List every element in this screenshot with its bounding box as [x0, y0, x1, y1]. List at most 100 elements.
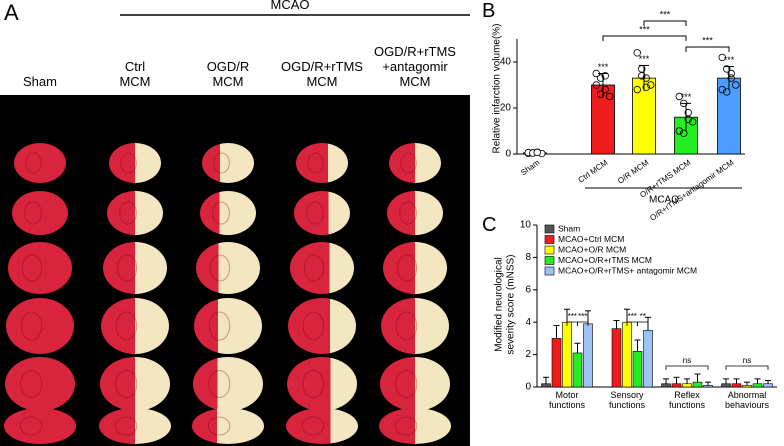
brain-slice: [101, 298, 169, 354]
column-label: OGD/R+rTMS +antagomir MCM: [374, 44, 456, 90]
brain-slice: [103, 242, 167, 294]
annotation: ***: [578, 312, 587, 321]
x-tick-label: Sham: [519, 158, 542, 178]
panel-label: C: [482, 214, 497, 236]
slice-texture: [20, 311, 43, 341]
legend-label: Sham: [558, 223, 580, 233]
slice-texture: [394, 416, 418, 436]
slice-texture: [395, 370, 418, 398]
data-point: [718, 53, 726, 62]
legend-swatch: [544, 224, 555, 234]
bar: [583, 323, 593, 388]
y-tick-label: 0: [505, 149, 511, 160]
annotation: ns: [743, 356, 751, 365]
brain-slice: [100, 357, 170, 411]
brain-slice: [383, 242, 447, 294]
brain-slice: [379, 408, 451, 444]
y-tick-label: 20: [500, 103, 512, 114]
bar: [632, 351, 643, 388]
significance-label: ***: [681, 92, 692, 102]
data-point: [642, 74, 650, 82]
data-point: [680, 129, 688, 137]
bar: [703, 385, 713, 388]
legend-swatch: [544, 256, 555, 265]
data-point: [689, 118, 697, 126]
brain-slice: [109, 143, 161, 183]
brain-slice: [202, 143, 254, 183]
brain-slice: [4, 408, 76, 444]
data-point: [638, 72, 646, 80]
slice-texture: [115, 370, 138, 398]
bar: [643, 329, 653, 388]
slice-texture: [20, 370, 43, 398]
y-tick-label: 40: [500, 57, 512, 68]
y-tick-label: 2: [525, 349, 531, 360]
brain-slice: [107, 191, 163, 235]
data-point: [727, 74, 735, 82]
bracket: [637, 321, 649, 326]
significance-label: ***: [639, 54, 650, 64]
slice-texture: [302, 311, 325, 341]
slice-texture: [301, 416, 325, 436]
group-label: MCAO: [649, 195, 679, 206]
legend-label: MCAO+Ctrl MCM: [558, 234, 624, 244]
slice-texture: [307, 152, 324, 174]
data-point: [601, 85, 609, 94]
slice-texture: [208, 311, 231, 341]
slice-texture: [119, 201, 137, 225]
slice-texture: [303, 254, 325, 282]
brain-slice: [200, 191, 256, 235]
slice-texture: [212, 201, 230, 225]
bracket: [725, 365, 769, 370]
bracket: [665, 365, 709, 370]
brain-slice: [196, 242, 260, 294]
bar: [541, 383, 551, 388]
data-point: [732, 81, 740, 89]
annotation: ***: [702, 35, 713, 45]
brain-slice: [6, 298, 74, 354]
data-point: [680, 99, 688, 108]
bar: [611, 328, 622, 388]
slice-texture: [302, 370, 325, 398]
legend-swatch: [544, 245, 555, 255]
slice-texture: [400, 152, 417, 174]
column-label: OGD/R+rTMS MCM: [281, 59, 363, 90]
slice-texture: [207, 416, 231, 436]
y-tick-label: 4: [525, 317, 531, 328]
data-point: [592, 69, 600, 78]
annotation: ns: [683, 356, 691, 365]
data-point: [592, 81, 600, 89]
brain-slice: [193, 357, 263, 411]
data-point: [723, 88, 731, 96]
slice-texture: [399, 201, 417, 225]
data-point: [633, 85, 641, 94]
data-point: [597, 74, 605, 82]
slice-texture: [213, 152, 230, 174]
data-point: [727, 69, 735, 78]
bracket: [685, 46, 730, 52]
legend-swatch: [544, 235, 555, 244]
column-label: Sham: [23, 74, 57, 90]
column-label: OGD/R MCM: [206, 59, 250, 90]
bar: [572, 352, 583, 388]
data-point: [633, 49, 641, 57]
annotation: ***: [660, 9, 671, 19]
bar: [731, 383, 742, 388]
data-point: [642, 83, 650, 91]
group-label: MCAO: [270, 0, 310, 12]
legend-swatch: [544, 266, 555, 276]
brain-slice: [194, 298, 262, 354]
bar: [763, 383, 773, 388]
annotation: ***: [639, 24, 650, 34]
brain-slice: [381, 298, 449, 354]
slice-texture: [19, 416, 43, 436]
bar: [752, 383, 763, 388]
data-point: [675, 92, 683, 101]
panel-label: A: [4, 0, 19, 25]
x-tick-label: O/R MCM: [616, 158, 651, 186]
y-tick-label: 0: [525, 382, 531, 393]
brain-slice: [288, 298, 356, 354]
bar: [622, 321, 632, 388]
legend-label: MCAO+O/R+rTMS MCM: [558, 255, 652, 265]
